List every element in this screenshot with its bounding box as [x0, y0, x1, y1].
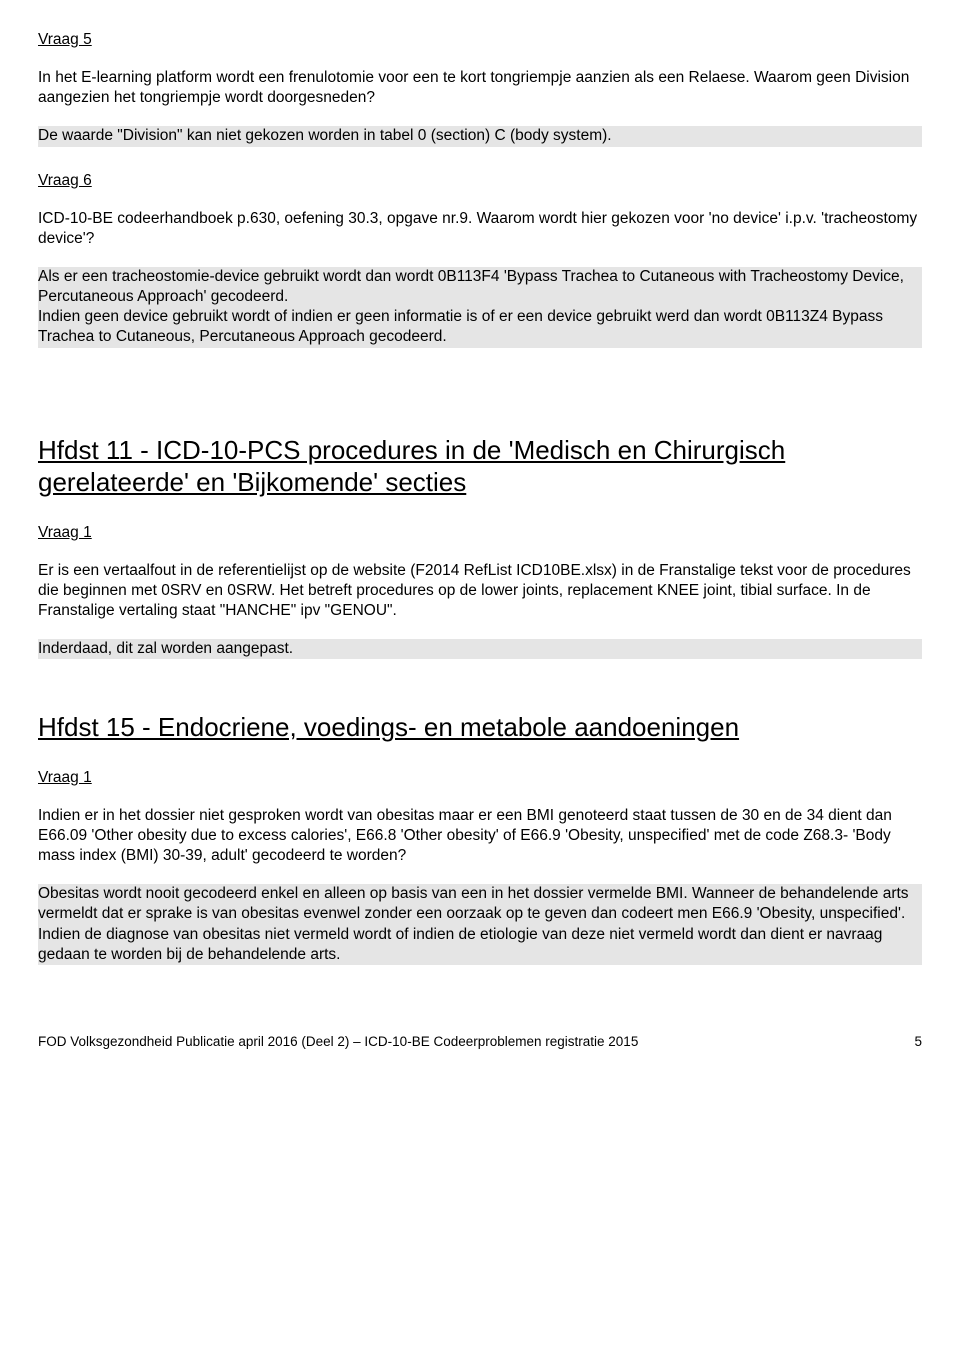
- hfdst15-question-1-body: Indien er in het dossier niet gesproken …: [38, 806, 922, 866]
- hfdst11-question-1-body: Er is een vertaalfout in de referentieli…: [38, 561, 922, 621]
- hfdst15-question-1-label: Vraag 1: [38, 768, 922, 788]
- hfdst11-question-1-answer: Inderdaad, dit zal worden aangepast.: [38, 639, 922, 659]
- question-6-answer: Als er een tracheostomie-device gebruikt…: [38, 267, 922, 348]
- question-5-label: Vraag 5: [38, 30, 922, 50]
- page-footer: FOD Volksgezondheid Publicatie april 201…: [38, 1033, 922, 1051]
- hfdst15-question-1-answer: Obesitas wordt nooit gecodeerd enkel en …: [38, 884, 922, 965]
- section-heading-hfdst15: Hfdst 15 - Endocriene, voedings- en meta…: [38, 711, 922, 744]
- page-number: 5: [914, 1033, 922, 1051]
- footer-text: FOD Volksgezondheid Publicatie april 201…: [38, 1033, 638, 1051]
- hfdst11-question-1-label: Vraag 1: [38, 523, 922, 543]
- section-heading-hfdst11: Hfdst 11 - ICD-10-PCS procedures in de '…: [38, 434, 922, 499]
- question-6-body: ICD-10-BE codeerhandboek p.630, oefening…: [38, 209, 922, 249]
- question-6-label: Vraag 6: [38, 171, 922, 191]
- question-5-body: In het E-learning platform wordt een fre…: [38, 68, 922, 108]
- question-5-answer: De waarde "Division" kan niet gekozen wo…: [38, 126, 922, 146]
